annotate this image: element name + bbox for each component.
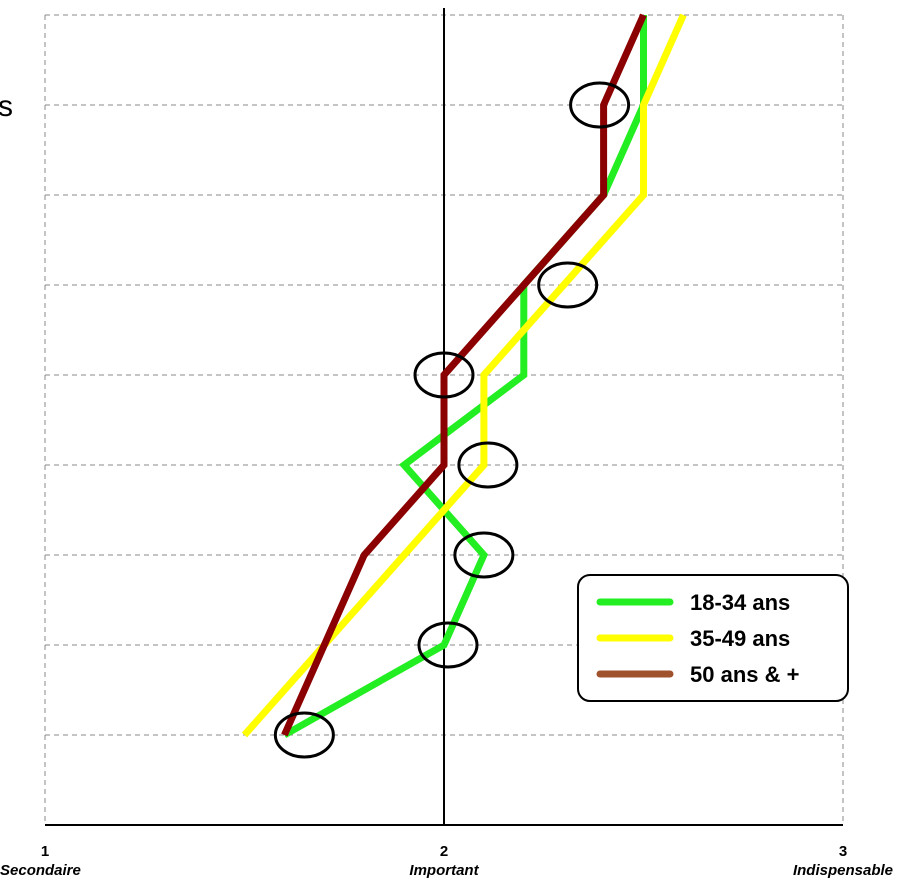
legend-label: 35-49 ans xyxy=(690,626,790,651)
legend-label: 50 ans & + xyxy=(690,662,799,687)
highlight-circle xyxy=(457,441,519,489)
x-tick-number: 2 xyxy=(440,843,448,860)
highlight-circle xyxy=(453,531,515,579)
series-line-2 xyxy=(241,13,687,738)
x-tick-label: Secondaire xyxy=(0,862,81,879)
series-lines xyxy=(241,13,687,739)
x-tick-number: 1 xyxy=(41,843,49,860)
highlight-circle xyxy=(569,81,631,129)
x-tick-label: Indispensable xyxy=(793,862,893,879)
series-line-3 xyxy=(281,13,647,737)
truncated-label: s xyxy=(0,90,13,123)
x-tick-number: 3 xyxy=(839,843,847,860)
legend-box xyxy=(577,574,849,702)
highlight-circles xyxy=(273,81,631,759)
series-line-1 xyxy=(282,15,647,739)
highlight-circle xyxy=(413,351,475,399)
highlight-circle xyxy=(537,261,599,309)
highlight-circle xyxy=(417,621,479,669)
legend-label: 18-34 ans xyxy=(690,590,790,615)
x-axis: 1 Secondaire 2 Important 3 Indispensable xyxy=(0,824,893,879)
highlight-circle xyxy=(273,711,335,759)
x-tick-label: Important xyxy=(409,862,479,879)
legend: 18-34 ans 35-49 ans 50 ans & + xyxy=(577,574,849,702)
